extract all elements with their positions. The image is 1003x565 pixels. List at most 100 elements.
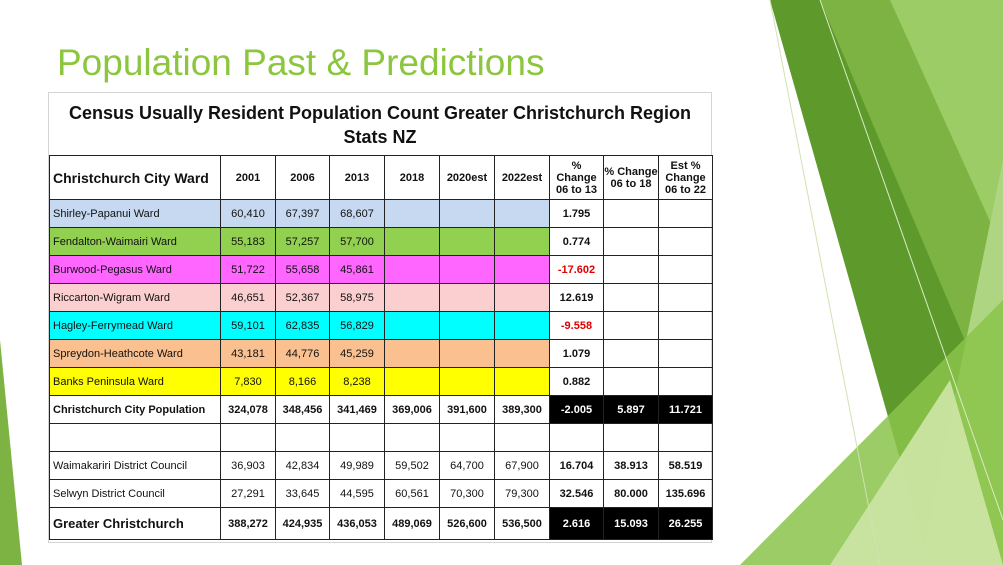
table-heading-line-1: Census Usually Resident Population Count… [68, 103, 692, 123]
table-cell: 15.093 [603, 507, 659, 540]
table-cell: 32.546 [549, 479, 604, 508]
table-cell: 68,607 [329, 199, 385, 228]
table-cell: 56,829 [329, 311, 385, 340]
district-row: Selwyn District Council 27,291 33,645 44,59… [49, 479, 713, 508]
table-cell: 27,291 [220, 479, 276, 508]
table-cell: 5.897 [603, 395, 659, 424]
table-cell [439, 199, 495, 228]
table-cell [603, 339, 659, 368]
table-cell: 67,900 [494, 451, 550, 480]
row-label: Fendalton-Waimairi Ward [49, 227, 221, 256]
table-cell: -9.558 [549, 311, 604, 340]
table-cell [658, 311, 713, 340]
table-cell [603, 199, 659, 228]
table-cell [384, 339, 440, 368]
table-heading-line-2: Stats NZ [343, 127, 417, 147]
table-cell: 58.519 [658, 451, 713, 480]
row-label: Hagley-Ferrymead Ward [49, 311, 221, 340]
district-row: Waimakariri District Council 36,903 42,834… [49, 451, 713, 480]
table-cell: 1.079 [549, 339, 604, 368]
table-cell: 57,257 [275, 227, 330, 256]
table-cell [384, 283, 440, 312]
table-cell [494, 227, 550, 256]
table-cell [603, 227, 659, 256]
table-cell: 52,367 [275, 283, 330, 312]
row-label: Shirley-Papanui Ward [49, 199, 221, 228]
table-cell: 38.913 [603, 451, 659, 480]
column-header: Est % Change 06 to 22 [658, 155, 713, 200]
table-cell: 60,561 [384, 479, 440, 508]
blank-row [49, 423, 713, 452]
column-header: 2020est [439, 155, 495, 200]
table-heading: Census Usually Resident Population Count… [49, 101, 711, 149]
table-cell: 391,600 [439, 395, 495, 424]
empty-cell [384, 423, 440, 452]
column-header: 2018 [384, 155, 440, 200]
header-row: Christchurch City Ward 2001 2006 2013 20… [49, 155, 713, 200]
table-cell: 369,006 [384, 395, 440, 424]
table-cell: 341,469 [329, 395, 385, 424]
grand-total-row: Greater Christchurch 388,272 424,935 436,05… [49, 507, 713, 540]
city-total-row: Christchurch City Population 324,078 348,4… [49, 395, 713, 424]
table-cell: 67,397 [275, 199, 330, 228]
table-cell: 55,658 [275, 255, 330, 284]
table-cell [494, 367, 550, 396]
table-cell: 60,410 [220, 199, 276, 228]
table-cell [439, 311, 495, 340]
table-cell [603, 255, 659, 284]
empty-cell [549, 423, 604, 452]
empty-cell [275, 423, 330, 452]
column-header: 2013 [329, 155, 385, 200]
table-cell [384, 367, 440, 396]
table-cell: 64,700 [439, 451, 495, 480]
table-cell: 389,300 [494, 395, 550, 424]
column-header: % Change 06 to 13 [549, 155, 604, 200]
table-cell: 70,300 [439, 479, 495, 508]
table-cell [439, 339, 495, 368]
table-cell: 2.616 [549, 507, 604, 540]
row-label: Christchurch City Population [49, 395, 221, 424]
table-cell: 0.882 [549, 367, 604, 396]
table-cell [384, 199, 440, 228]
table-cell [494, 255, 550, 284]
table-cell: 55,183 [220, 227, 276, 256]
table-cell [384, 255, 440, 284]
table-cell: 348,456 [275, 395, 330, 424]
row-label: Selwyn District Council [49, 479, 221, 508]
column-header: % Change 06 to 18 [603, 155, 659, 200]
table-cell: 33,645 [275, 479, 330, 508]
table-cell: 16.704 [549, 451, 604, 480]
green-panel-pale [830, 380, 1003, 565]
population-table-card: Census Usually Resident Population Count… [48, 92, 713, 543]
ward-row: Fendalton-Waimairi Ward 55,183 57,257 57,70… [49, 227, 713, 256]
table-cell: 135.696 [658, 479, 713, 508]
ward-row: Hagley-Ferrymead Ward 59,101 62,835 56,829 -… [49, 311, 713, 340]
table-cell [658, 199, 713, 228]
empty-cell [329, 423, 385, 452]
table-cell [658, 367, 713, 396]
table-cell: 436,053 [329, 507, 385, 540]
empty-cell [494, 423, 550, 452]
empty-cell [220, 423, 276, 452]
table-cell: 8,166 [275, 367, 330, 396]
table-cell: 51,722 [220, 255, 276, 284]
table-cell: 324,078 [220, 395, 276, 424]
table-cell: 0.774 [549, 227, 604, 256]
column-header: 2006 [275, 155, 330, 200]
column-header: 2022est [494, 155, 550, 200]
column-header: Christchurch City Ward [49, 155, 221, 200]
table-cell [494, 199, 550, 228]
table-cell: 388,272 [220, 507, 276, 540]
table-cell: 58,975 [329, 283, 385, 312]
ward-row: Riccarton-Wigram Ward 46,651 52,367 58,975 1… [49, 283, 713, 312]
table-cell [439, 227, 495, 256]
table-cell [603, 311, 659, 340]
table-cell: 1.795 [549, 199, 604, 228]
table-cell: 526,600 [439, 507, 495, 540]
table-cell [494, 339, 550, 368]
table-cell: 42,834 [275, 451, 330, 480]
row-label: Spreydon-Heathcote Ward [49, 339, 221, 368]
row-label: Banks Peninsula Ward [49, 367, 221, 396]
table-cell: 80.000 [603, 479, 659, 508]
table-cell: 8,238 [329, 367, 385, 396]
